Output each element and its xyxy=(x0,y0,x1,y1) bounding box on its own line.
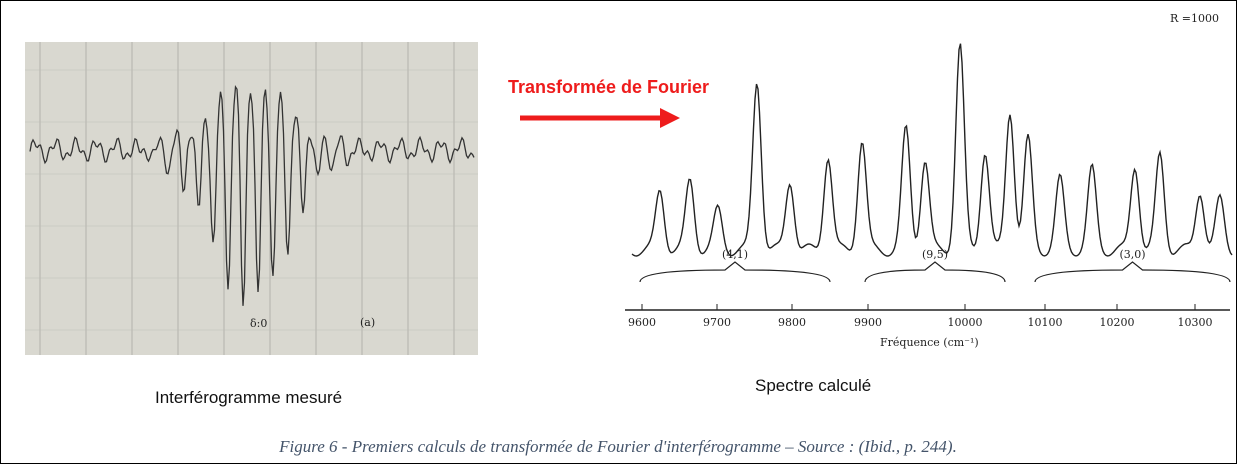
group-label: (9,5) xyxy=(922,248,948,261)
tick-label: 9900 xyxy=(854,316,882,329)
left-caption: Interférogramme mesuré xyxy=(155,388,342,407)
group-label: (4,1) xyxy=(722,248,748,261)
right-caption: Spectre calculé xyxy=(755,376,871,395)
tick-label: 10300 xyxy=(1178,316,1213,329)
resolution: R =1000 xyxy=(1170,12,1219,25)
tick-label: 10200 xyxy=(1100,316,1135,329)
zero-marker: δ:0 xyxy=(250,317,267,330)
tick-label: 10000 xyxy=(948,316,983,329)
figure: δ:0 (a) Interférogramme mesuré Transform… xyxy=(0,0,1237,464)
figure-caption: Figure 6 - Premiers calculs de transform… xyxy=(278,437,957,456)
tick-label: 9600 xyxy=(628,316,656,329)
arrow-label: Transformée de Fourier xyxy=(508,77,709,97)
tick-label: 10100 xyxy=(1028,316,1063,329)
tick-label: 9800 xyxy=(778,316,806,329)
group-label: (3,0) xyxy=(1119,248,1145,261)
panel-label: (a) xyxy=(360,316,375,329)
tick-label: 9700 xyxy=(703,316,731,329)
axis-label: Fréquence (cm⁻¹) xyxy=(880,336,979,349)
interferogram-scan xyxy=(25,42,478,355)
